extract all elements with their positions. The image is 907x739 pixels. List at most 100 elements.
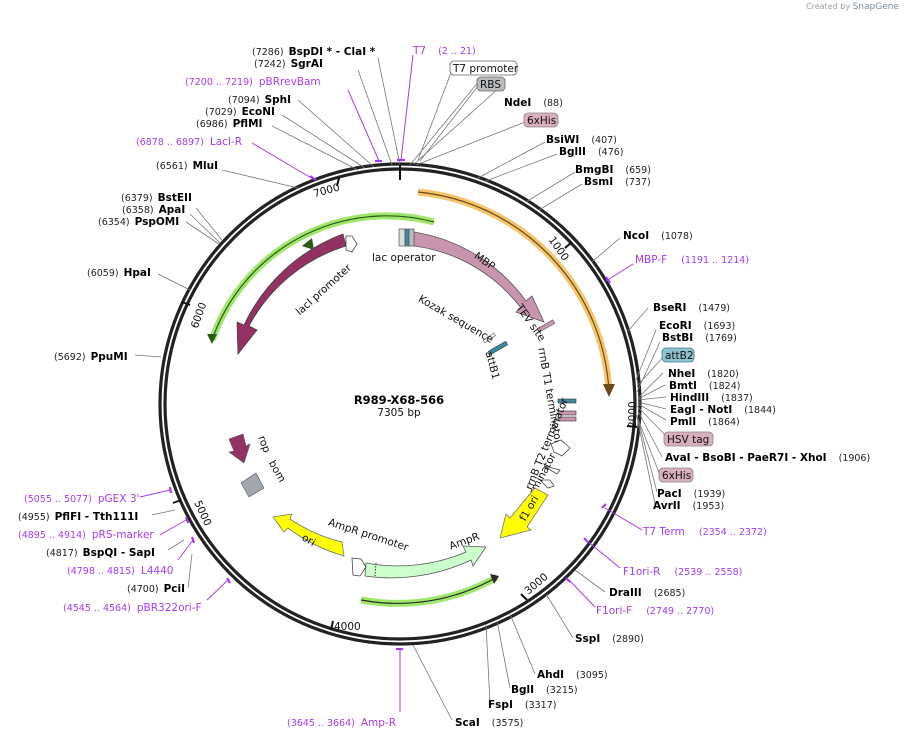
enzyme-ecori[interactable]: EcoRI (1693) [659,320,735,332]
badge-rbs[interactable]: RBS [476,76,506,92]
feature-kozak [482,332,496,344]
tick-5000: 5000 [191,499,213,528]
enzyme-apai[interactable]: (6358) ApaI [122,204,185,216]
primer-f1ori-f[interactable]: F1ori-F (2749 .. 2770) [596,605,714,617]
enzyme-bspdi-clai[interactable]: (7286) BspDI * - ClaI * [252,46,376,58]
primer-labels: T7 (2 .. 21) (7200 .. 7219) pBRrevBam (687… [18,45,767,729]
badge-t7-promoter[interactable]: T7 promoter [449,60,519,76]
primer-t7-term[interactable]: T7 Term (2354 .. 2372) [642,526,767,538]
badge-6xhis-top[interactable]: 6xHis [523,112,559,128]
enzyme-bglii[interactable]: BglII (476) [559,146,623,158]
primer-t7[interactable]: T7 (2 .. 21) [412,45,476,57]
feature-hsv-inner [557,410,577,416]
enzyme-bmti[interactable]: BmtI (1824) [669,380,740,392]
plasmid-size: 7305 bp [377,407,421,419]
tick-2000: 2000 [627,401,639,428]
badge-6xhis-bottom[interactable]: 6xHis [658,467,694,483]
feature-f1-ori [499,487,549,539]
enzyme-pmli[interactable]: PmlI (1864) [670,416,740,428]
feature-rop [228,433,251,464]
primer-marks [168,158,611,651]
enzyme-avrii[interactable]: AvrII (1953) [653,500,724,512]
credit-prefix: Created by [806,2,851,11]
feature-badges: T7 promoter RBS 6xHis attB2 HSV tag 6xHi… [449,60,714,483]
orf-mbp-arrowhead [603,384,615,397]
enzyme-pcii[interactable]: (4700) PciI [127,583,185,595]
enzyme-labels-left: (7286) BspDI * - ClaI * (7242) SgrAI (7094… [18,46,376,595]
enzyme-pflmi[interactable]: (6986) PflMI [196,118,262,130]
primer-pgex-3[interactable]: (5055 .. 5077) pGEX 3' [24,493,139,505]
enzyme-ndei[interactable]: NdeI (88) [504,97,563,109]
enzyme-sphi[interactable]: (7094) SphI [228,94,291,106]
tick-4000: 4000 [334,621,361,633]
enzyme-paci[interactable]: PacI (1939) [657,488,725,500]
tick-marks [172,163,638,631]
badge-attb2-label: attB2 [665,350,694,362]
orf-ampr-arrowhead [490,574,499,584]
enzyme-scai[interactable]: ScaI (3575) [455,717,523,729]
enzyme-ppumi[interactable]: (5692) PpuMI [54,351,128,363]
enzyme-bstbi[interactable]: BstBI (1769) [662,332,737,344]
enzyme-eagi-noti[interactable]: EagI - NotI (1844) [670,404,776,416]
feature-laci-promoter [345,235,358,253]
enzyme-labels-right: NdeI (88) BsiWI (407) BglII (476) BmgBI (659… [455,97,870,729]
feature-laci [236,233,347,356]
enzyme-pflfi-tth111i[interactable]: (4955) PflFI - Tth111I [18,511,138,523]
enzyme-sspi[interactable]: SspI (2890) [575,633,644,645]
primer-mbp-f[interactable]: MBP-F (1191 .. 1214) [635,254,749,266]
primer-pbr322ori-f[interactable]: (4545 .. 4564) pBR322ori-F [63,602,202,614]
snapgene-credit: Created by SnapGene [806,2,899,12]
enzyme-ncoi[interactable]: NcoI (1078) [623,230,693,242]
enzyme-ahdi[interactable]: AhdI (3095) [537,669,608,681]
label-lac-operator: lac operator [372,252,436,264]
feature-ori [272,513,345,557]
label-ori: ori [300,532,318,549]
enzyme-bgli[interactable]: BglI (3215) [511,684,578,696]
primer-l4440[interactable]: (4798 .. 4815) L4440 [67,565,173,577]
orf-laci-arrowhead-top [302,238,314,250]
enzyme-avai-xhoi[interactable]: AvaI - BsoBI - PaeR7I - XhoI (1906) [665,452,870,464]
badge-6xhis-top-label: 6xHis [527,115,556,127]
primer-laci-r[interactable]: (6878 .. 6897) LacI-R [136,136,242,148]
badge-hsv-tag-label: HSV tag [667,434,709,446]
badge-attb2[interactable]: attB2 [661,347,695,363]
label-attb1: attB1 [483,350,502,381]
badge-hsv-tag[interactable]: HSV tag [663,431,714,447]
feature-ampr-promoter [351,557,367,577]
tick-6000: 6000 [189,301,209,330]
enzyme-bsmi[interactable]: BsmI (737) [584,176,651,188]
primer-amp-r[interactable]: (3645 .. 3664) Amp-R [287,717,396,729]
label-kozak: Kozak sequence [416,293,495,346]
enzyme-bsteii[interactable]: (6379) BstEII [121,192,192,204]
enzyme-bmgbi[interactable]: BmgBI (659) [575,164,651,176]
enzyme-nhei[interactable]: NheI (1820) [668,368,739,380]
badge-6xhis-bottom-label: 6xHis [662,470,691,482]
primer-f1ori-r[interactable]: F1ori-R (2539 .. 2558) [623,566,742,578]
label-laci-promoter: lacI promoter [294,261,355,317]
feature-attb2-inner [557,398,577,404]
primer-prs-marker[interactable]: (4895 .. 4914) pRS-marker [18,529,154,541]
feature-attb1 [487,340,509,356]
enzyme-draiii[interactable]: DraIII (2685) [609,587,685,599]
badge-t7-promoter-label: T7 promoter [452,63,519,75]
feature-ampr [364,545,487,579]
enzyme-bseri[interactable]: BseRI (1479) [653,302,730,314]
enzyme-connectors [134,57,667,721]
feature-lac-operator [398,228,415,247]
feature-6xhis-inner [557,416,577,422]
credit-brand: SnapGene [852,2,899,12]
enzyme-pspomi[interactable]: (6354) PspOMI [98,216,179,228]
enzyme-hpai[interactable]: (6059) HpaI [87,267,151,279]
enzyme-sgrai[interactable]: (7242) SgrAI [254,58,323,70]
feature-connectors [417,69,669,476]
enzyme-econi[interactable]: (7029) EcoNI [205,106,275,118]
enzyme-hindiii[interactable]: HindIII (1837) [670,392,753,404]
feature-rrnb-t1-terminator [550,439,571,457]
primer-pbrrevbam[interactable]: (7200 .. 7219) pBRrevBam [185,76,321,88]
enzyme-bsiwi[interactable]: BsiWI (407) [546,134,617,146]
enzyme-mlui[interactable]: (6561) MluI [156,160,218,172]
enzyme-fspi[interactable]: FspI (3317) [488,699,556,711]
label-rop: rop [255,434,272,455]
enzyme-bspqi-sapi[interactable]: (4817) BspQI - SapI [46,547,155,559]
feature-tev-site [536,319,556,333]
